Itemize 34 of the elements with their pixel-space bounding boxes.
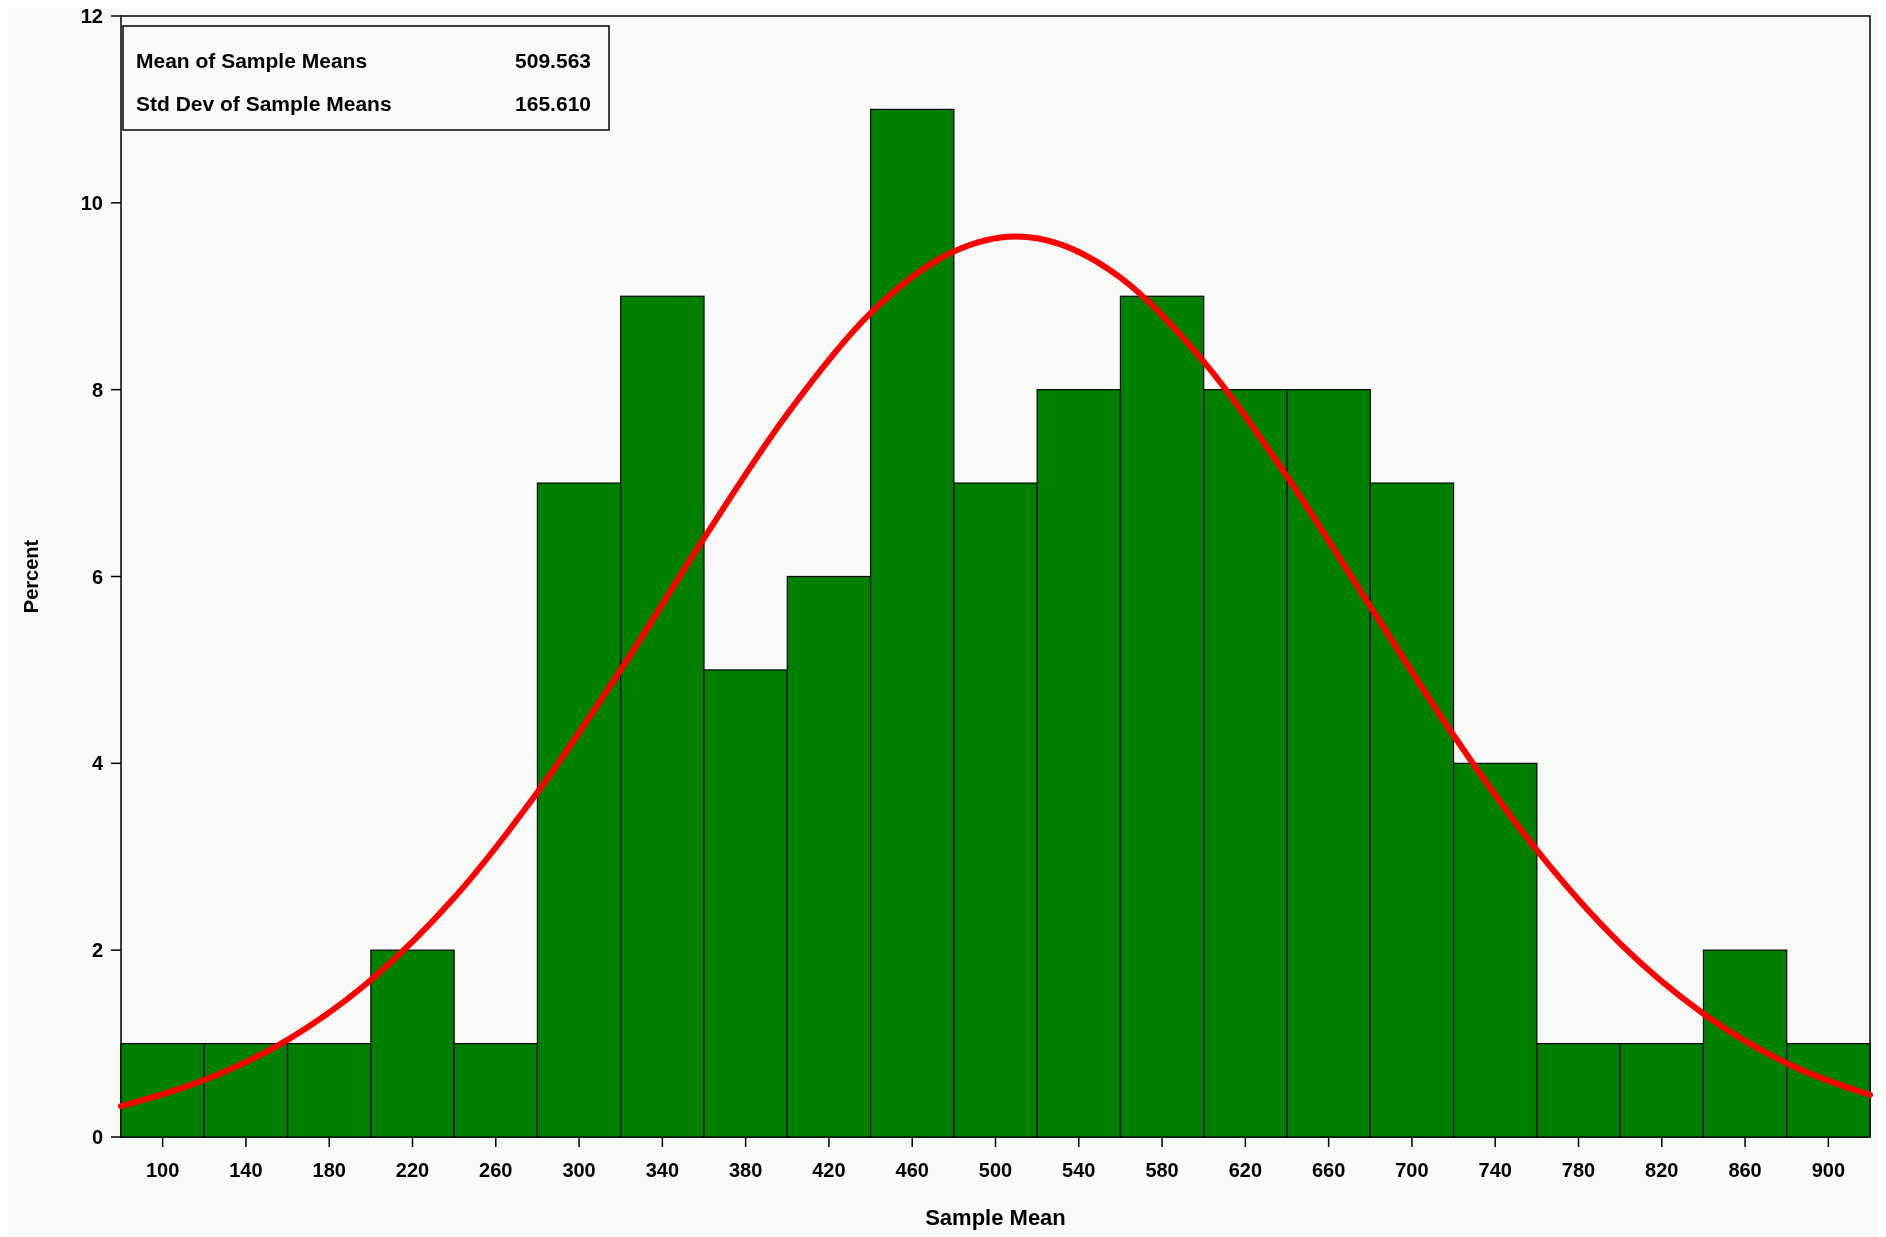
- x-tick-label: 580: [1145, 1159, 1179, 1181]
- x-tick-label: 540: [1062, 1159, 1096, 1181]
- y-tick-label: 0: [91, 1126, 103, 1148]
- annotation: 509.563: [515, 49, 591, 72]
- y-tick-label: 4: [91, 752, 104, 775]
- x-tick-label: 140: [229, 1159, 263, 1181]
- x-tick-label: 260: [479, 1159, 513, 1181]
- annotation: 165.610: [515, 92, 591, 115]
- annotation: Std Dev of Sample Means: [136, 92, 392, 115]
- x-tick-label: 380: [728, 1159, 763, 1181]
- x-tick-label: 660: [1311, 1159, 1346, 1181]
- y-tick-label: 2: [91, 939, 103, 962]
- x-tick-label: 500: [978, 1159, 1013, 1181]
- y-tick-label: 6: [91, 565, 103, 588]
- x-tick-label: 620: [1228, 1159, 1263, 1181]
- y-axis-title: Percent: [20, 539, 42, 614]
- x-tick-label: 820: [1645, 1159, 1679, 1181]
- annotation: Mean of Sample Means: [136, 49, 368, 72]
- y-tick-label: 10: [80, 191, 103, 214]
- x-tick-label: 220: [395, 1159, 430, 1181]
- x-tick-label: 900: [1811, 1159, 1846, 1181]
- y-tick-label: 12: [80, 5, 103, 27]
- y-tick-label: 8: [91, 378, 103, 401]
- x-tick-label: 860: [1728, 1159, 1762, 1181]
- x-tick-label: 340: [645, 1159, 680, 1181]
- x-tick-label: 100: [145, 1159, 180, 1181]
- x-tick-label: 300: [562, 1159, 596, 1181]
- x-tick-label: 700: [1395, 1159, 1429, 1181]
- x-tick-label: 780: [1561, 1159, 1596, 1181]
- x-tick-label: 740: [1478, 1159, 1512, 1181]
- x-axis-title: Sample Mean: [925, 1205, 1066, 1230]
- x-tick-label: 460: [895, 1159, 929, 1181]
- x-tick-label: 180: [312, 1159, 346, 1181]
- x-tick-label: 420: [812, 1159, 846, 1181]
